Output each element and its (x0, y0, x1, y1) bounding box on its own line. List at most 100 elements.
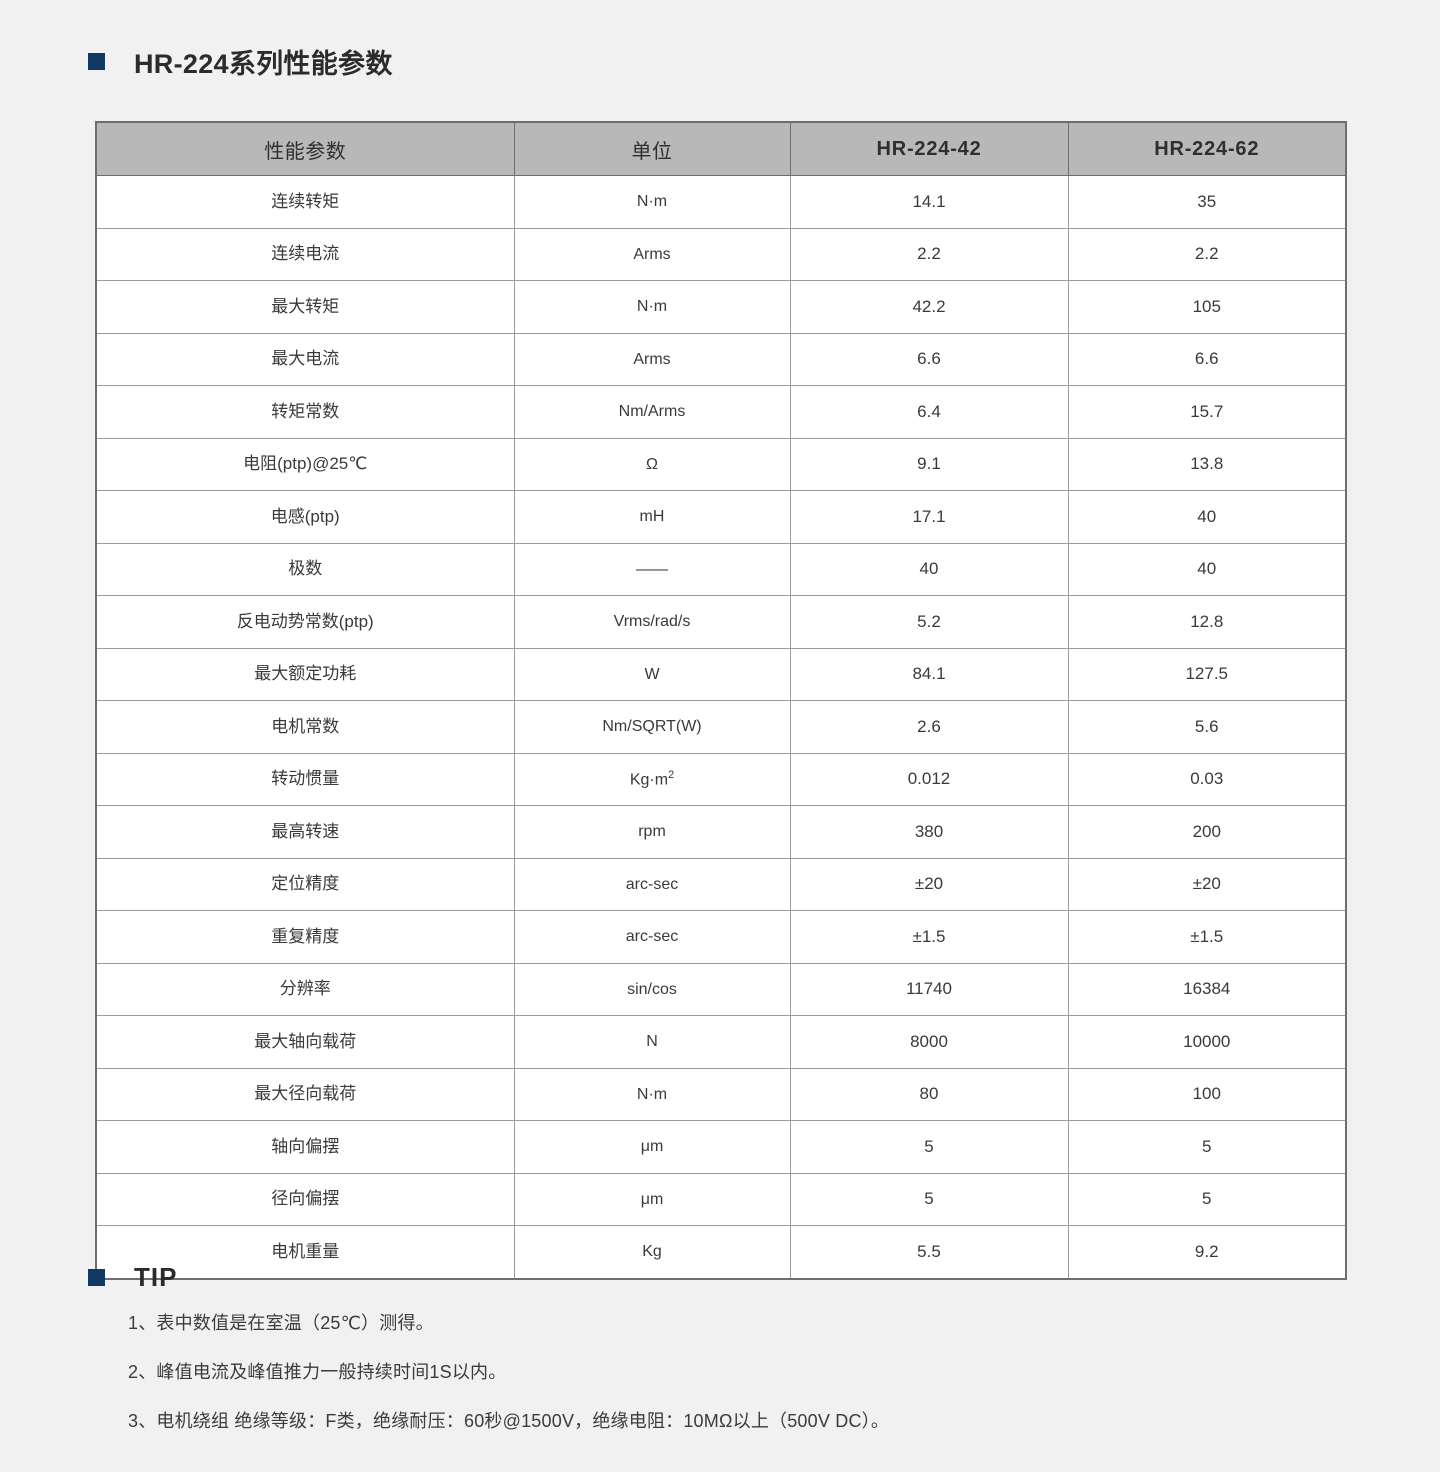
cell-value-hr-224-42: 6.6 (789, 332, 1069, 386)
cell-value-hr-224-62: 105 (1067, 280, 1347, 334)
cell-value-hr-224-62: 6.6 (1067, 332, 1347, 386)
cell-unit: N (513, 1015, 791, 1069)
cell-value-hr-224-42: 8000 (789, 1015, 1069, 1069)
cell-parameter: 连续电流 (95, 227, 515, 281)
cell-parameter: 连续转矩 (95, 175, 515, 229)
cell-value-hr-224-42: 0.012 (789, 752, 1069, 806)
cell-unit: μm (513, 1120, 791, 1174)
cell-value-hr-224-42: 42.2 (789, 280, 1069, 334)
tip-title: TIP (134, 1262, 178, 1292)
cell-unit: N·m (513, 175, 791, 229)
cell-parameter: 最大径向载荷 (95, 1067, 515, 1121)
square-bullet-icon (88, 53, 105, 70)
cell-parameter: 最大额定功耗 (95, 647, 515, 701)
cell-value-hr-224-62: 127.5 (1067, 647, 1347, 701)
cell-value-hr-224-62: 10000 (1067, 1015, 1347, 1069)
cell-value-hr-224-62: 16384 (1067, 962, 1347, 1016)
square-bullet-icon (88, 1269, 105, 1286)
cell-unit: Arms (513, 227, 791, 281)
column-header-hr-224-42: HR-224-42 (789, 121, 1069, 176)
table-header-row: 性能参数 单位 HR-224-42 HR-224-62 (95, 121, 1347, 176)
cell-value-hr-224-42: 14.1 (789, 175, 1069, 229)
cell-parameter: 电机重量 (95, 1225, 515, 1279)
table-row: 转动惯量 Kg·m2 0.012 0.03 (95, 752, 1347, 806)
table-row: 重复精度 arc-sec ±1.5 ±1.5 (95, 910, 1347, 964)
cell-value-hr-224-42: ±20 (789, 857, 1069, 911)
tip-note: 2、峰值电流及峰值推力一般持续时间1S以内。 (128, 1362, 507, 1383)
cell-value-hr-224-62: ±20 (1067, 857, 1347, 911)
cell-value-hr-224-42: 5.5 (789, 1225, 1069, 1279)
cell-parameter: 转动惯量 (95, 752, 515, 806)
cell-unit: Nm/Arms (513, 385, 791, 439)
tip-title-block: TIP (88, 1262, 177, 1293)
cell-value-hr-224-42: 80 (789, 1067, 1069, 1121)
cell-value-hr-224-42: 2.2 (789, 227, 1069, 281)
cell-unit: μm (513, 1172, 791, 1226)
cell-value-hr-224-42: 5 (789, 1172, 1069, 1226)
page-title: HR-224系列性能参数 (134, 49, 393, 79)
cell-value-hr-224-62: 5 (1067, 1172, 1347, 1226)
cell-value-hr-224-62: 12.8 (1067, 595, 1347, 649)
cell-value-hr-224-42: 2.6 (789, 700, 1069, 754)
cell-parameter: 分辨率 (95, 962, 515, 1016)
cell-unit: sin/cos (513, 962, 791, 1016)
cell-unit: arc-sec (513, 857, 791, 911)
table-row: 电机重量 Kg 5.5 9.2 (95, 1225, 1347, 1279)
cell-unit: —— (513, 542, 791, 596)
table-row: 最高转速 rpm 380 200 (95, 805, 1347, 859)
tip-note: 3、电机绕组 绝缘等级：F类，绝缘耐压：60秒@1500V，绝缘电阻：10MΩ以… (128, 1411, 890, 1432)
cell-parameter: 最大轴向载荷 (95, 1015, 515, 1069)
cell-value-hr-224-62: 0.03 (1067, 752, 1347, 806)
cell-unit: Kg·m2 (513, 752, 791, 806)
cell-parameter: 电机常数 (95, 700, 515, 754)
cell-parameter: 最大电流 (95, 332, 515, 386)
cell-parameter: 极数 (95, 542, 515, 596)
table-row: 最大转矩 N·m 42.2 105 (95, 280, 1347, 334)
cell-value-hr-224-62: 5 (1067, 1120, 1347, 1174)
column-header-hr-224-62: HR-224-62 (1067, 121, 1347, 176)
cell-value-hr-224-62: 13.8 (1067, 437, 1347, 491)
cell-value-hr-224-62: 100 (1067, 1067, 1347, 1121)
cell-value-hr-224-62: 40 (1067, 490, 1347, 544)
cell-value-hr-224-42: 5.2 (789, 595, 1069, 649)
cell-value-hr-224-62: 5.6 (1067, 700, 1347, 754)
table-row: 径向偏摆 μm 5 5 (95, 1172, 1347, 1226)
cell-unit: mH (513, 490, 791, 544)
table-row: 最大径向载荷 N·m 80 100 (95, 1067, 1347, 1121)
table-row: 电机常数 Nm/SQRT(W) 2.6 5.6 (95, 700, 1347, 754)
table-row: 轴向偏摆 μm 5 5 (95, 1120, 1347, 1174)
table-row: 转矩常数 Nm/Arms 6.4 15.7 (95, 385, 1347, 439)
cell-parameter: 定位精度 (95, 857, 515, 911)
cell-unit: arc-sec (513, 910, 791, 964)
page-title-block: HR-224系列性能参数 (88, 42, 393, 81)
cell-value-hr-224-62: 35 (1067, 175, 1347, 229)
cell-parameter: 径向偏摆 (95, 1172, 515, 1226)
table-row: 连续转矩 N·m 14.1 35 (95, 175, 1347, 229)
cell-parameter: 最大转矩 (95, 280, 515, 334)
cell-value-hr-224-42: 9.1 (789, 437, 1069, 491)
table-row: 反电动势常数(ptp) Vrms/rad/s 5.2 12.8 (95, 595, 1347, 649)
cell-parameter: 电阻(ptp)@25℃ (95, 437, 515, 491)
cell-value-hr-224-62: 9.2 (1067, 1225, 1347, 1279)
cell-value-hr-224-42: 5 (789, 1120, 1069, 1174)
cell-unit: W (513, 647, 791, 701)
cell-unit: Arms (513, 332, 791, 386)
table-row: 最大轴向载荷 N 8000 10000 (95, 1015, 1347, 1069)
cell-value-hr-224-42: 6.4 (789, 385, 1069, 439)
cell-parameter: 反电动势常数(ptp) (95, 595, 515, 649)
cell-value-hr-224-42: ±1.5 (789, 910, 1069, 964)
column-header-unit: 单位 (513, 121, 791, 176)
cell-unit: Ω (513, 437, 791, 491)
cell-unit: Kg (513, 1225, 791, 1279)
cell-parameter: 最高转速 (95, 805, 515, 859)
cell-value-hr-224-62: 200 (1067, 805, 1347, 859)
performance-parameters-table: 性能参数 单位 HR-224-42 HR-224-62 连续转矩 N·m 14.1 3… (95, 121, 1347, 1280)
cell-unit: N·m (513, 1067, 791, 1121)
cell-value-hr-224-62: 15.7 (1067, 385, 1347, 439)
table-row: 电阻(ptp)@25℃ Ω 9.1 13.8 (95, 437, 1347, 491)
tip-notes-list: 1、表中数值是在室温（25℃）测得。 2、峰值电流及峰值推力一般持续时间1S以内。… (128, 1310, 1328, 1457)
table-row: 最大电流 Arms 6.6 6.6 (95, 332, 1347, 386)
cell-value-hr-224-62: 40 (1067, 542, 1347, 596)
table-body: 连续转矩 N·m 14.1 35 连续电流 Arms 2.2 2.2 最大转矩 N·m 42.2 10… (95, 175, 1347, 1279)
spec-table-container: 性能参数 单位 HR-224-42 HR-224-62 连续转矩 N·m 14.1 3… (95, 121, 1347, 1280)
